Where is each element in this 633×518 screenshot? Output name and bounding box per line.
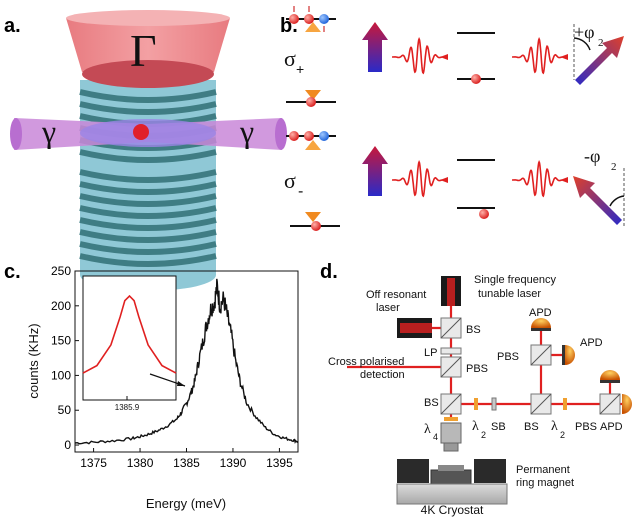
apd-mid-label: APD [580, 337, 603, 349]
rotated-polarization-arrow-icon [573, 176, 622, 225]
phase-minus-label: -φ [584, 146, 600, 166]
photon-wavepacket-icon [512, 159, 563, 198]
bs-right-label: BS [524, 421, 539, 433]
electron-icon [289, 131, 299, 141]
inset-spectrum-line [82, 294, 177, 374]
objective-lens-icon [440, 422, 462, 444]
rotated-polarization-arrow-icon [575, 36, 624, 85]
cryostat-label: 4K Cryostat [421, 503, 484, 517]
apd-detector-icon [622, 394, 632, 414]
polarization-arrow-icon [362, 22, 388, 72]
electron-icon [304, 14, 314, 24]
panel-a: a. Γ [4, 10, 287, 291]
hole-icon [319, 131, 329, 141]
sample-mount-icon [430, 469, 472, 485]
y-tick-label: 100 [51, 368, 71, 382]
inset-x-tick: 1385.9 [115, 403, 140, 412]
phase-plus-den: 2 [598, 37, 604, 49]
x-tick-label: 1380 [127, 456, 154, 470]
apd-detector-icon [565, 345, 575, 365]
half-den-label-2: 2 [560, 430, 565, 440]
half-lambda-label-1: λ [472, 419, 479, 434]
electron-icon [306, 97, 316, 107]
electron-icon [304, 131, 314, 141]
bs-lower-label: BS [424, 397, 439, 409]
bs-top-label: BS [466, 324, 481, 336]
half-den-label-1: 2 [481, 430, 486, 440]
x-tick-label: 1395 [266, 456, 293, 470]
y-tick-label: 150 [51, 334, 71, 348]
y-tick-label: 0 [64, 438, 71, 452]
emission-cone [66, 18, 230, 72]
cryostat-icon [396, 483, 508, 505]
ring-magnet-left-icon [397, 459, 429, 483]
tunable-laser-label: tunable laser [478, 288, 541, 300]
quantum-dot [133, 124, 149, 140]
sigma-minus-label: σ [284, 168, 296, 193]
sigma-plus-sub: + [296, 61, 304, 77]
panel-c-label: c. [4, 261, 21, 283]
laser-label: laser [376, 302, 400, 314]
linear-polarizer-icon [440, 347, 462, 355]
detection-label: detection [360, 369, 405, 381]
quarter-den-label: 4 [433, 432, 438, 442]
lp-label: LP [424, 347, 437, 359]
bragg-mirror-stripes [79, 89, 217, 267]
y-tick-label: 200 [51, 299, 71, 313]
electron-icon [311, 221, 321, 231]
electron-icon [471, 74, 481, 84]
x-tick-label: 1375 [80, 456, 107, 470]
pbs-lower-label: PBS [575, 421, 597, 433]
pbs-middle-label: PBS [466, 363, 488, 375]
panel-d-label: d. [320, 261, 338, 283]
sigma-plus-label: σ [284, 46, 296, 71]
electron-icon [479, 209, 489, 219]
y-tick-label: 250 [51, 264, 71, 278]
spectrum-line [74, 278, 299, 445]
x-axis-label: Energy (meV) [146, 496, 226, 511]
gamma-right-label: γ [239, 113, 254, 149]
photon-wavepacket-icon [512, 36, 563, 75]
x-tick-label: 1390 [220, 456, 247, 470]
apd-detector-icon [531, 318, 551, 328]
polarization-arrow-icon [362, 146, 388, 196]
photon-wavepacket-icon [392, 36, 443, 75]
magnet-label-2: ring magnet [516, 477, 574, 489]
apd-top-label: APD [529, 307, 552, 319]
gamma-left-label: γ [41, 113, 56, 149]
panel-b: b. σ + σ - + [280, 6, 625, 231]
photon-wavepacket-icon [392, 159, 443, 198]
y-axis-label: counts (KHz) [26, 323, 41, 398]
gamma-cavity-label: Γ [130, 25, 157, 76]
panel-d: d. Single frequency tunable laser Off re… [320, 261, 632, 517]
electron-icon [289, 14, 299, 24]
off-resonant-label: Off resonant [366, 289, 426, 301]
hole-icon [319, 14, 329, 24]
magnet-label-1: Permanent [516, 464, 570, 476]
half-lambda-label-2: λ [551, 419, 558, 434]
x-axis: 1375 1380 1385 1390 1395 [80, 448, 293, 470]
single-frequency-label: Single frequency [474, 274, 556, 286]
apd-detector-icon [600, 370, 620, 380]
phase-plus-label: +φ [574, 22, 595, 42]
y-tick-label: 50 [58, 403, 72, 417]
ring-magnet-right-icon [474, 459, 506, 483]
quarter-lambda-label: λ [424, 422, 431, 437]
sigma-minus-sub: - [298, 183, 303, 200]
half-waveplate-icon [474, 398, 478, 410]
apd-right-label: APD [600, 421, 623, 433]
spectral-filter-icon [491, 397, 497, 411]
inset-frame [82, 275, 177, 401]
panel-a-label: a. [4, 15, 21, 37]
y-axis: 0 50 100 150 200 250 [51, 264, 79, 452]
quarter-waveplate-icon [444, 417, 458, 421]
cross-polarised-label: Cross polarised [328, 356, 404, 368]
x-tick-label: 1385 [173, 456, 200, 470]
half-waveplate-icon [563, 398, 567, 410]
pbs-upper-label: PBS [497, 351, 519, 363]
sb-label: SB [491, 421, 506, 433]
phase-minus-den: 2 [611, 161, 617, 173]
